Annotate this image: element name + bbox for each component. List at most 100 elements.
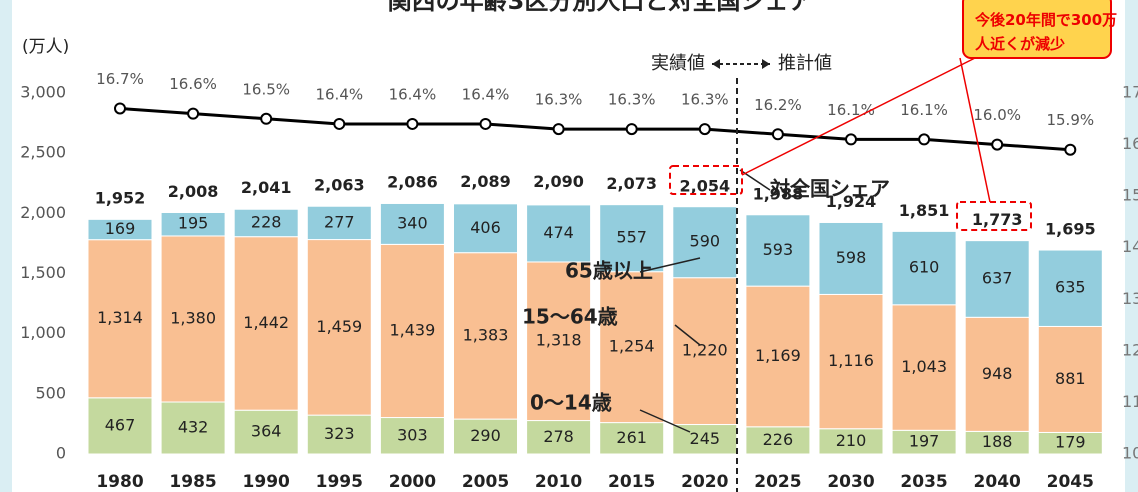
segment-label: 593: [763, 240, 794, 259]
annotation-leader: [639, 409, 691, 433]
share-label: 16.3%: [535, 91, 583, 109]
y-tick-label: 500: [35, 383, 66, 402]
segment-label: 228: [251, 212, 282, 231]
x-tick-label: 1990: [243, 472, 290, 492]
segment-label: 598: [836, 248, 867, 267]
total-label: 2,089: [460, 172, 511, 191]
total-highlight-box: [956, 201, 1032, 231]
x-tick-label: 2020: [681, 472, 728, 492]
bar-segment: [818, 428, 884, 455]
callout-text: 今後20年間で300万人近くが減少: [974, 11, 1117, 53]
y2-tick-label: 15: [1122, 186, 1138, 205]
period-label: 実績値: [651, 53, 705, 74]
share-label: 16.3%: [681, 91, 729, 109]
share-point: [918, 133, 931, 146]
segment-label: 340: [397, 213, 428, 232]
bar-segment: [526, 420, 592, 455]
bar-segment: [599, 271, 665, 424]
share-point: [187, 107, 200, 120]
share-point: [771, 128, 784, 141]
bar-segment: [1037, 325, 1103, 433]
x-tick-label: 2010: [535, 472, 582, 492]
segment-label: 188: [982, 432, 1013, 451]
y-tick-label: 2,000: [20, 203, 66, 222]
x-tick-label: 2015: [608, 472, 655, 492]
bar-segment: [306, 205, 372, 241]
total-label: 1,924: [826, 192, 877, 211]
bar-segment: [672, 206, 738, 279]
segment-label: 364: [251, 422, 282, 441]
share-point: [845, 133, 857, 146]
bar-segment: [745, 214, 811, 287]
share-point: [625, 123, 638, 136]
bar-segment: [818, 221, 884, 295]
annotation-leader: [674, 324, 701, 346]
share-point: [552, 123, 565, 136]
segment-label: 277: [324, 212, 355, 231]
share-label: 16.0%: [973, 106, 1021, 124]
segment-label: 474: [543, 223, 574, 242]
total-label: 1,695: [1045, 220, 1096, 239]
segment-label: 406: [470, 218, 501, 237]
series-annotation: 15～64歳: [522, 305, 618, 329]
share-label: 16.5%: [242, 80, 290, 98]
bar-segment: [306, 414, 372, 455]
segment-label: 1,254: [609, 337, 655, 356]
y2-tick-label: 12: [1122, 340, 1138, 359]
segment-label: 881: [1055, 369, 1086, 388]
x-tick-label: 2035: [900, 472, 947, 492]
bar-segment: [745, 285, 811, 428]
y-tick-label: 3,000: [20, 83, 66, 102]
bar-segment: [87, 397, 153, 455]
bar-segment: [964, 316, 1030, 432]
segment-label: 590: [690, 232, 721, 251]
share-label: 16.4%: [315, 85, 363, 103]
callout-pointer: [741, 57, 976, 176]
bar-segment: [379, 243, 445, 419]
total-label: 1,952: [95, 189, 146, 208]
y-tick-label: 0: [56, 444, 66, 463]
x-tick-label: 1995: [316, 472, 363, 492]
bar-segment: [526, 204, 592, 263]
bar-segment: [1037, 249, 1103, 327]
segment-label: 1,318: [536, 331, 582, 350]
bar-segment: [160, 401, 226, 455]
x-tick-label: 2045: [1047, 472, 1094, 492]
segment-label: 1,439: [389, 320, 435, 339]
segment-label: 179: [1055, 433, 1086, 452]
total-label: 1,773: [972, 210, 1023, 229]
series-annotation: 0～14歳: [530, 391, 612, 415]
x-tick-label: 1985: [169, 472, 216, 492]
segment-label: 610: [909, 258, 940, 277]
y2-tick-label: 17: [1122, 83, 1138, 102]
y2-tick-label: 14: [1122, 237, 1138, 256]
total-label: 1,851: [899, 201, 950, 220]
share-point: [333, 117, 346, 130]
y2-tick-label: 10: [1122, 444, 1138, 463]
bar-segment: [891, 230, 957, 306]
share-point: [260, 112, 273, 125]
segment-label: 635: [1055, 278, 1086, 297]
segment-label: 197: [909, 432, 940, 451]
segment-label: 1,380: [170, 308, 216, 327]
bar-segment: [672, 277, 738, 426]
share-label: 16.1%: [827, 101, 875, 119]
segment-label: 195: [178, 214, 209, 233]
y2-tick-label: 11: [1122, 392, 1138, 411]
total-label: 2,008: [168, 182, 219, 201]
y2-tick-label: 13: [1122, 289, 1138, 308]
share-point: [1064, 143, 1077, 156]
share-line: [119, 106, 1071, 152]
series-annotation: 対全国シェア: [769, 177, 890, 201]
segment-label: 1,383: [463, 325, 509, 344]
segment-label: 467: [105, 415, 136, 434]
y-tick-label: 1,500: [20, 263, 66, 282]
total-highlight-box: [669, 165, 743, 195]
period-label: 推計値: [778, 53, 832, 74]
bar-segment: [233, 236, 299, 411]
share-label: 16.4%: [462, 85, 510, 103]
share-point: [991, 138, 1004, 151]
y-axis-label: (万人): [22, 37, 69, 57]
